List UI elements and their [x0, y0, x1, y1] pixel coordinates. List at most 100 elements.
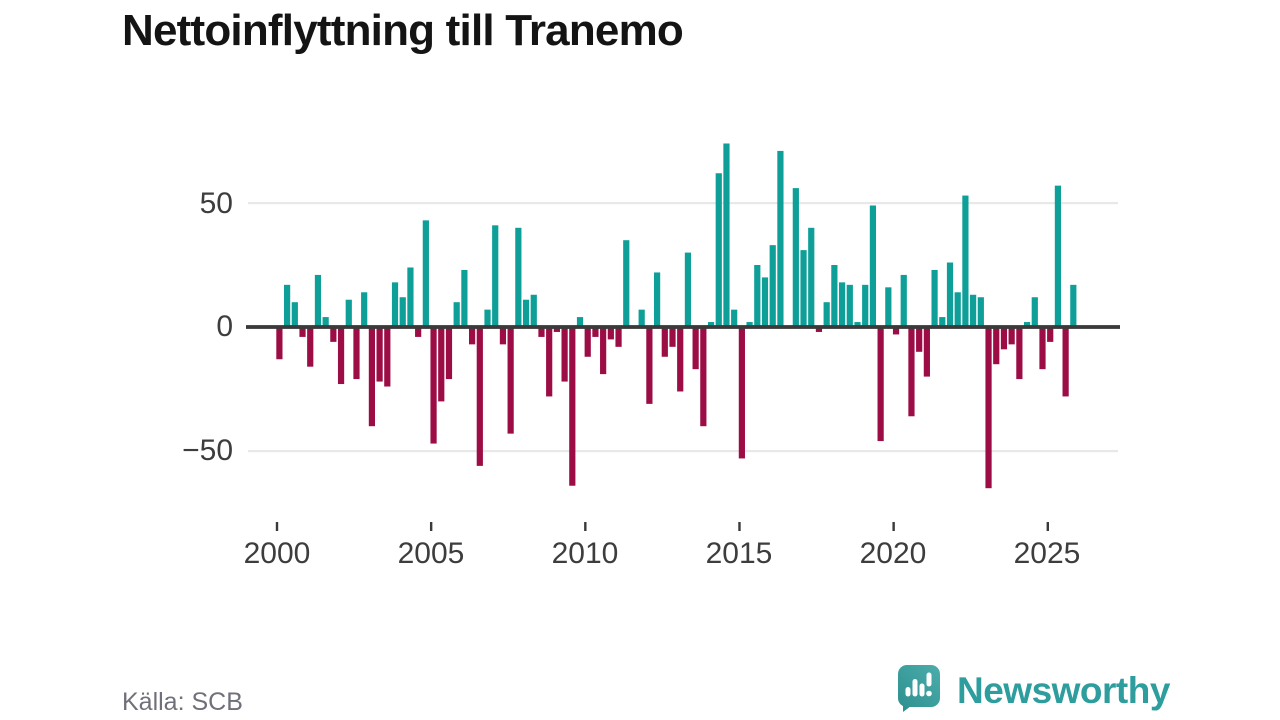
bar-positive [754, 265, 761, 327]
bar-negative [569, 327, 576, 486]
bar-negative [592, 327, 599, 337]
x-axis-tick [1046, 522, 1049, 531]
bar-negative [499, 327, 507, 345]
bar-negative [476, 327, 483, 466]
bar-negative [438, 327, 445, 402]
bar-negative [1039, 327, 1046, 370]
bar-negative [815, 327, 823, 332]
x-axis-tick-label: 2000 [243, 537, 311, 570]
bar-negative [430, 327, 437, 444]
bar-positive [800, 250, 807, 327]
y-axis-tick-label: 0 [216, 310, 233, 343]
bar-positive [530, 294, 537, 327]
bar-negative [415, 327, 422, 337]
x-axis-tick-label: 2010 [551, 537, 619, 570]
bar-positive [862, 284, 869, 327]
bar-positive [314, 274, 322, 327]
bar-positive [869, 205, 877, 327]
y-axis-tick-label: −50 [182, 434, 233, 467]
bar-negative [384, 327, 391, 387]
bar-positive [461, 269, 468, 327]
bar-positive [1054, 185, 1062, 327]
bar-positive [407, 267, 414, 327]
bar-negative [469, 327, 476, 345]
x-axis-tick-label: 2015 [705, 537, 773, 570]
bar-positive [361, 292, 368, 327]
bar-positive [761, 277, 769, 327]
bar-negative [584, 327, 591, 357]
bar-positive [707, 322, 715, 327]
y-axis-tick-label: 50 [199, 187, 233, 220]
bar-negative [646, 327, 653, 404]
bar-negative [561, 327, 568, 382]
bar-positive [1070, 284, 1077, 327]
bar-negative [307, 327, 314, 367]
x-axis-tick [892, 522, 895, 531]
page-title: Nettoinflyttning till Tranemo [122, 6, 684, 55]
bar-positive [284, 284, 291, 327]
bar-positive [970, 294, 977, 327]
bar-positive [808, 227, 815, 327]
bar-positive [653, 272, 661, 327]
bar-positive [492, 225, 499, 327]
gridline [248, 450, 1118, 453]
bar-negative [1000, 327, 1008, 350]
bar-negative [661, 327, 668, 357]
source-attribution: Källa: SCB [122, 688, 243, 716]
bar-negative [353, 327, 360, 380]
bar-positive [484, 309, 491, 327]
bar-negative [692, 327, 699, 370]
bar-negative [1047, 327, 1054, 342]
bar-negative [600, 327, 607, 375]
bar-positive [962, 195, 969, 327]
bar-negative [299, 327, 306, 337]
bar-negative [908, 327, 915, 417]
bar-positive [939, 317, 946, 327]
bar-positive [453, 302, 460, 327]
bar-negative [993, 327, 1000, 365]
bar-negative [1008, 327, 1015, 345]
bar-negative [607, 327, 614, 340]
bar-positive [723, 143, 730, 327]
bar-negative [538, 327, 545, 337]
bar-positive [1031, 297, 1038, 327]
x-axis-tick [738, 522, 741, 531]
x-axis-tick [275, 522, 279, 531]
bar-negative [916, 327, 923, 352]
bar-positive [638, 309, 645, 327]
bar-positive [885, 287, 892, 327]
bar-positive [838, 282, 846, 327]
bar-negative [330, 327, 337, 342]
bar-positive [731, 309, 738, 327]
bar-positive [931, 269, 938, 327]
x-axis-tick [584, 522, 587, 531]
x-axis-tick-label: 2020 [859, 537, 927, 570]
bar-negative [892, 327, 900, 335]
bar-negative [445, 327, 453, 380]
bar-negative [553, 327, 560, 332]
bar-negative [507, 327, 514, 434]
bar-positive [522, 299, 530, 327]
bar-positive [946, 262, 954, 327]
newsworthy-logo[interactable]: Newsworthy [898, 665, 1170, 715]
bar-negative [923, 327, 930, 377]
bar-negative [985, 327, 992, 489]
bar-negative [337, 327, 345, 385]
bar-positive [345, 299, 352, 327]
bar-positive [715, 173, 722, 327]
bar-positive [846, 284, 853, 327]
bar-negative [877, 327, 884, 442]
bar-negative [615, 327, 622, 347]
bar-positive [823, 302, 830, 327]
bar-positive [1023, 322, 1031, 327]
newsworthy-logo-icon [898, 665, 940, 712]
bar-negative [700, 327, 707, 427]
bar-negative [546, 327, 553, 397]
bar-positive [900, 274, 907, 327]
bar-positive [746, 322, 753, 327]
bar-positive [777, 150, 784, 327]
bar-positive [854, 322, 861, 327]
bar-negative [677, 327, 684, 392]
newsworthy-logo-text: Newsworthy [957, 669, 1170, 711]
bar-positive [391, 282, 399, 327]
